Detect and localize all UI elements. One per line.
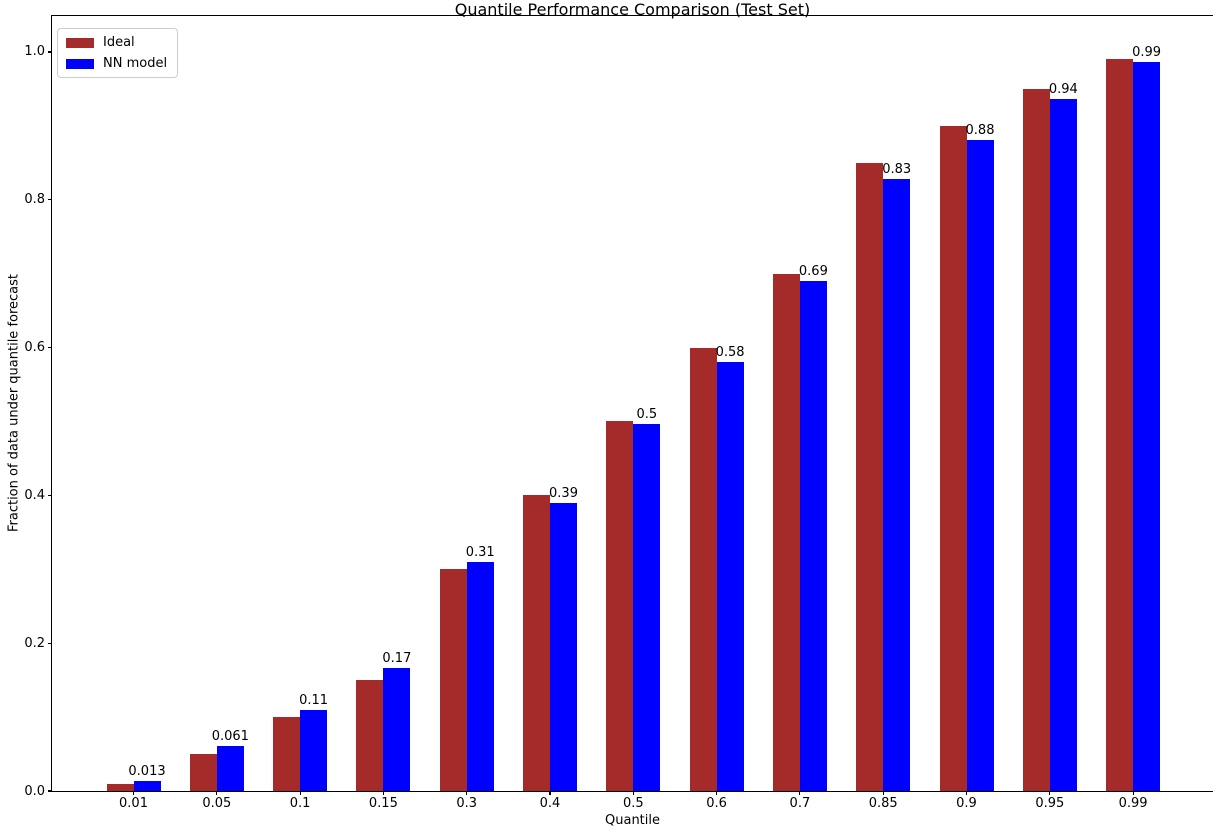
x-tick-mark xyxy=(799,791,801,795)
x-tick-label: 0.99 xyxy=(1118,796,1148,811)
y-tick-mark xyxy=(48,790,52,792)
x-tick-label: 0.7 xyxy=(789,796,811,811)
x-tick-label: 0.85 xyxy=(868,796,898,811)
bar-nn-model-0.3 xyxy=(466,561,494,791)
legend-swatch-nn-model xyxy=(66,58,94,69)
x-tick-mark xyxy=(549,791,551,795)
x-tick-mark xyxy=(716,791,718,795)
x-tick-label: 0.01 xyxy=(119,796,148,811)
bar-ideal-0.9 xyxy=(939,125,967,791)
y-axis-label: Fraction of data under quantile forecast xyxy=(6,273,22,533)
bar-value-label: 0.061 xyxy=(211,728,249,744)
x-axis-label: Quantile xyxy=(605,813,660,828)
y-tick-label: 0.8 xyxy=(24,192,45,208)
x-tick-label: 0.15 xyxy=(368,796,398,811)
legend-label-nn-model: NN model xyxy=(103,56,168,71)
x-tick-label: 0.5 xyxy=(622,796,644,811)
x-axis-spine xyxy=(51,790,1213,792)
x-tick-mark xyxy=(632,791,634,795)
bar-value-label: 0.88 xyxy=(965,122,995,138)
bar-ideal-0.01 xyxy=(106,783,134,791)
bar-nn-model-0.5 xyxy=(633,423,661,791)
bar-value-label: 0.013 xyxy=(128,764,166,780)
bar-nn-model-0.99 xyxy=(1133,61,1161,791)
bar-ideal-0.99 xyxy=(1106,59,1134,791)
x-tick-label: 0.6 xyxy=(706,796,727,811)
bar-ideal-0.7 xyxy=(772,273,800,791)
legend-item-ideal: Ideal xyxy=(66,35,167,50)
bar-nn-model-0.4 xyxy=(550,502,577,791)
bar-nn-model-0.9 xyxy=(966,139,994,791)
x-tick-mark xyxy=(882,791,884,795)
x-tick-mark xyxy=(965,791,968,795)
y-tick-label: 1.0 xyxy=(24,44,45,60)
bar-nn-model-0.85 xyxy=(883,179,911,791)
y-tick-label: 0.0 xyxy=(24,783,45,799)
x-tick-mark xyxy=(1049,791,1051,795)
bar-ideal-0.4 xyxy=(523,495,550,791)
x-tick-mark xyxy=(1132,791,1134,795)
bar-value-label: 0.99 xyxy=(1132,44,1162,60)
x-tick-label: 0.3 xyxy=(456,796,478,811)
y-tick-label: 0.4 xyxy=(24,487,45,503)
bar-nn-model-0.1 xyxy=(300,709,328,791)
x-tick-mark xyxy=(299,791,301,795)
bar-ideal-0.5 xyxy=(606,421,634,791)
legend-item-nn-model: NN model xyxy=(66,56,167,71)
bar-value-label: 0.58 xyxy=(715,345,745,361)
bar-ideal-0.15 xyxy=(356,680,384,791)
y-tick-mark xyxy=(48,199,52,201)
bar-value-label: 0.17 xyxy=(382,650,412,666)
bar-nn-model-0.01 xyxy=(133,781,161,791)
x-tick-label: 0.05 xyxy=(202,796,232,811)
bar-nn-model-0.05 xyxy=(216,745,244,791)
legend-swatch-ideal xyxy=(66,37,94,48)
bar-ideal-0.85 xyxy=(856,162,884,791)
y-tick-mark xyxy=(48,51,52,53)
bar-nn-model-0.95 xyxy=(1049,98,1077,791)
y-axis-spine xyxy=(51,15,53,792)
bar-ideal-0.6 xyxy=(689,347,717,791)
bar-value-label: 0.83 xyxy=(882,162,912,178)
legend: Ideal NN model xyxy=(57,28,179,78)
bar-value-label: 0.39 xyxy=(549,485,578,501)
bar-ideal-0.1 xyxy=(273,717,301,791)
legend-label-ideal: Ideal xyxy=(103,35,135,50)
bar-nn-model-0.6 xyxy=(716,362,744,791)
bar-ideal-0.05 xyxy=(189,754,217,791)
y-tick-mark xyxy=(48,346,52,349)
x-tick-label: 0.1 xyxy=(289,796,311,811)
y-tick-label: 0.2 xyxy=(24,635,45,651)
x-tick-label: 0.4 xyxy=(539,796,561,811)
y-tick-mark xyxy=(48,642,52,644)
bar-value-label: 0.31 xyxy=(465,544,495,560)
bar-value-label: 0.11 xyxy=(299,692,329,708)
top-spine xyxy=(51,14,1213,16)
bar-nn-model-0.7 xyxy=(799,281,827,791)
x-tick-label: 0.9 xyxy=(956,796,977,811)
y-tick-label: 0.6 xyxy=(24,340,45,356)
x-tick-mark xyxy=(466,791,468,795)
bar-value-label: 0.5 xyxy=(636,406,658,422)
bar-value-label: 0.94 xyxy=(1048,81,1078,97)
x-tick-label: 0.95 xyxy=(1035,796,1065,811)
bar-ideal-0.95 xyxy=(1022,88,1050,791)
bar-ideal-0.3 xyxy=(439,569,467,791)
x-tick-mark xyxy=(382,791,384,795)
bar-value-label: 0.69 xyxy=(798,264,828,280)
chart-title: Quantile Performance Comparison (Test Se… xyxy=(454,0,811,19)
bar-nn-model-0.15 xyxy=(383,667,411,791)
x-tick-mark xyxy=(216,791,218,795)
y-tick-mark xyxy=(48,494,52,496)
x-tick-mark xyxy=(132,791,135,795)
